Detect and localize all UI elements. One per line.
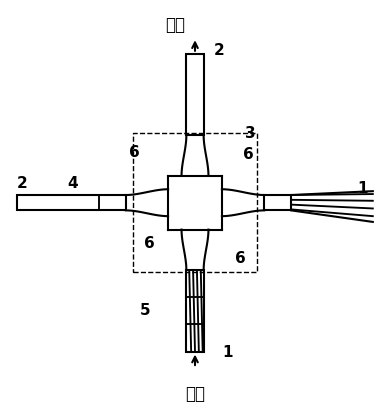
Text: 4: 4 (67, 176, 78, 191)
Text: 2: 2 (17, 176, 28, 191)
Text: 1: 1 (358, 181, 368, 196)
Text: 1: 1 (222, 345, 232, 360)
Bar (17, 195, 126, 211)
Bar (186, 270, 204, 352)
Text: 6: 6 (144, 235, 154, 251)
Text: 2: 2 (214, 43, 225, 58)
Text: 输出: 输出 (165, 16, 185, 34)
Text: 6: 6 (243, 147, 254, 162)
Text: 5: 5 (140, 303, 150, 318)
Bar (264, 195, 291, 211)
Text: 6: 6 (128, 145, 139, 160)
Bar (133, 133, 257, 272)
Text: 3: 3 (245, 126, 255, 141)
Text: 6: 6 (236, 251, 246, 266)
Text: 输入: 输入 (185, 385, 205, 404)
Bar (186, 54, 204, 135)
